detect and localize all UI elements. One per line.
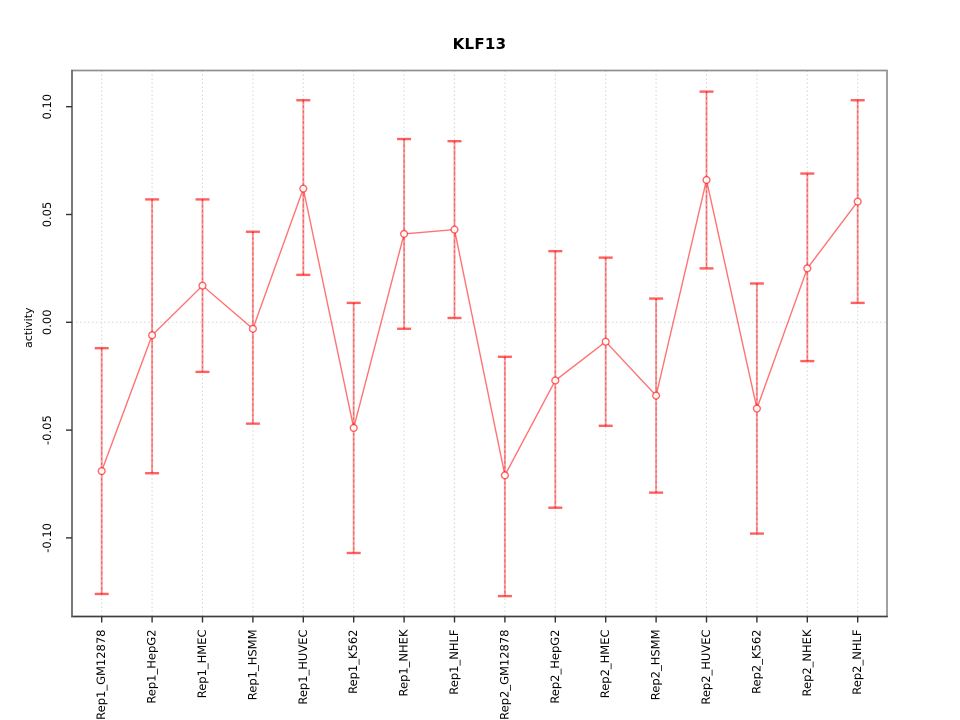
x-axis-tick-label: Rep2_HSMM <box>649 630 663 701</box>
data-point <box>400 229 409 239</box>
data-point <box>651 391 661 400</box>
y-axis-tick-label: 0.10 <box>40 94 54 120</box>
data-point <box>450 225 459 234</box>
data-point <box>148 331 157 340</box>
data-point <box>601 337 610 346</box>
data-point <box>97 466 106 476</box>
data-point <box>702 175 711 185</box>
x-axis-tick-label: Rep2_K562 <box>749 630 763 694</box>
x-axis-tick-label: Rep2_HepG2 <box>548 630 562 704</box>
y-axis-tick-label: -0.05 <box>40 415 54 445</box>
x-axis-tick-label: Rep1_HepG2 <box>145 630 159 704</box>
x-axis-tick-label: Rep1_NHEK <box>397 629 411 696</box>
y-axis-tick-label: 0.05 <box>40 202 54 228</box>
data-point <box>248 324 258 333</box>
x-axis-tick-label: Rep1_HSMM <box>245 630 259 701</box>
data-point <box>752 404 762 413</box>
x-axis-tick-label: Rep1_K562 <box>346 630 360 694</box>
x-axis-tick-label: Rep2_NHLF <box>850 630 864 695</box>
x-axis-tick-label: Rep1_GM12878 <box>94 630 108 720</box>
data-point <box>299 184 308 193</box>
x-axis-tick-label: Rep2_HMEC <box>598 630 612 699</box>
data-point <box>853 197 862 206</box>
data-point <box>551 376 560 385</box>
plot-border <box>71 69 888 618</box>
x-axis-tick-label: Rep2_NHEK <box>800 629 814 696</box>
data-point <box>198 281 207 290</box>
x-axis-tick-label: Rep2_HUVEC <box>699 630 713 705</box>
x-axis-tick-label: Rep1_HUVEC <box>296 630 310 705</box>
chart-title: KLF13 <box>452 35 507 53</box>
data-point <box>349 423 358 433</box>
data-point <box>803 264 812 273</box>
series-line <box>101 179 859 478</box>
data-point <box>500 471 510 480</box>
x-axis-tick-label: Rep1_NHLF <box>447 630 461 695</box>
x-axis-tick-label: Rep1_HMEC <box>195 630 209 699</box>
y-axis-tick-label: 0.00 <box>40 309 54 335</box>
x-axis-tick-label: Rep2_GM12878 <box>497 630 511 720</box>
y-axis-tick-label: -0.10 <box>40 523 54 553</box>
